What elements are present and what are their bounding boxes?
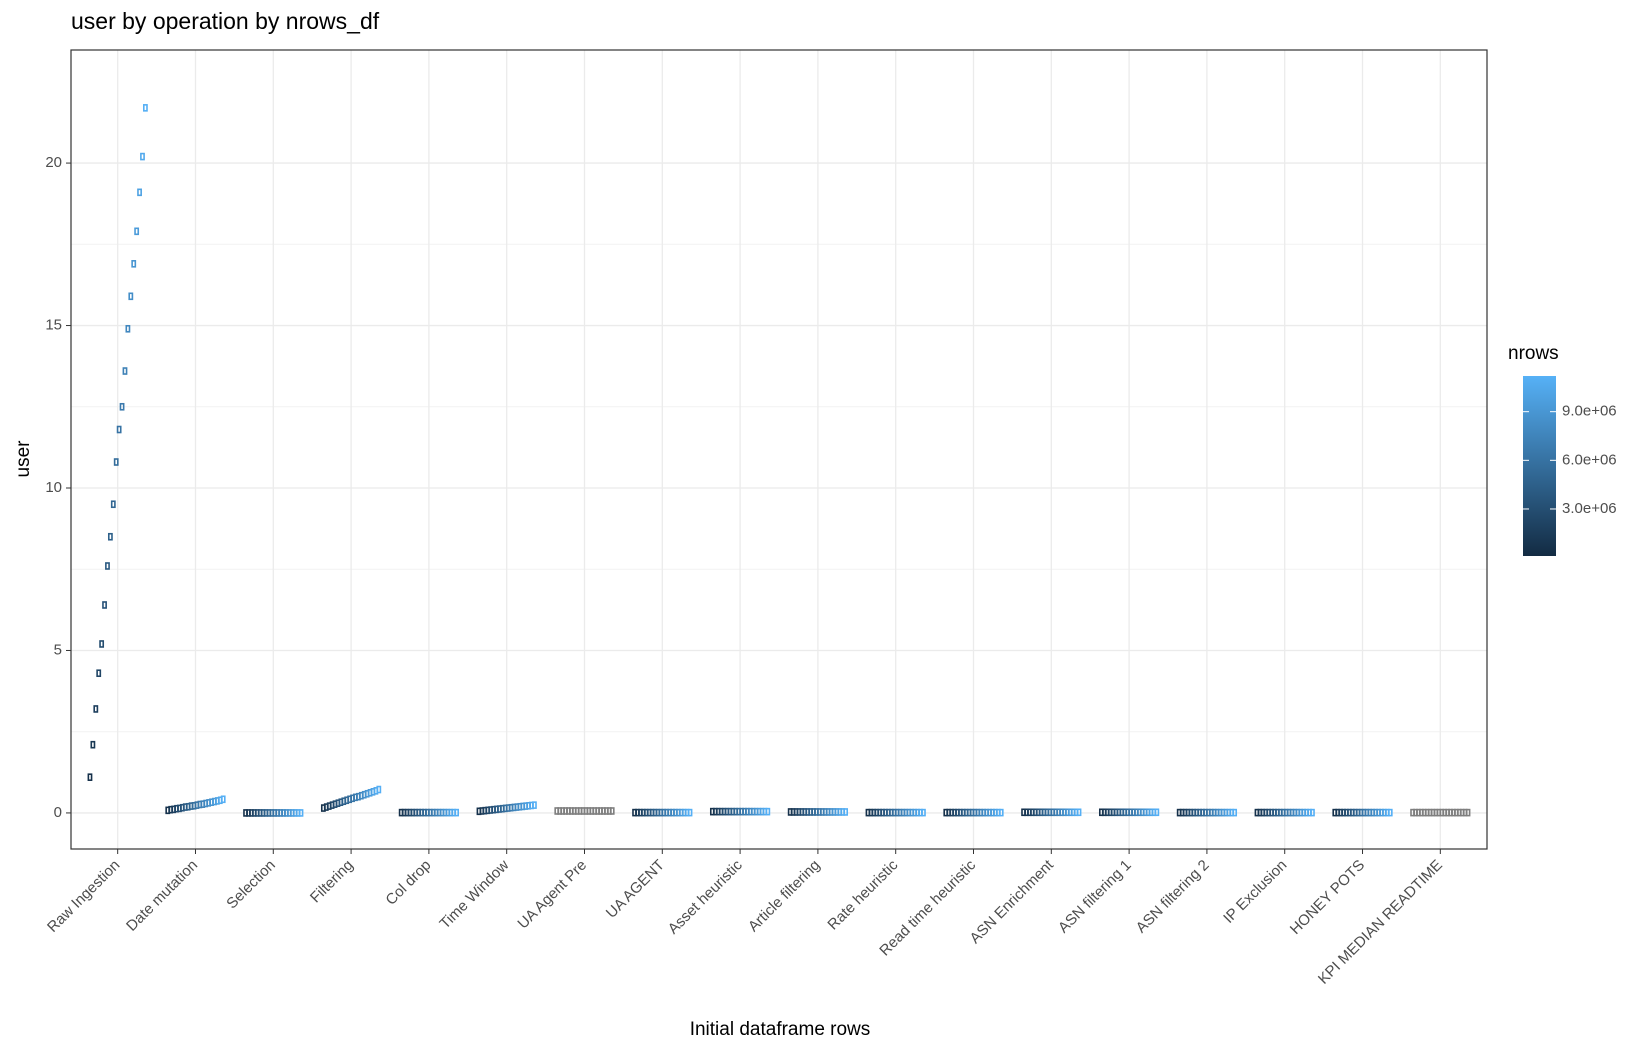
box	[105, 562, 110, 570]
box	[137, 188, 142, 197]
box	[1310, 808, 1315, 817]
colorbar-label: 3.0e+06	[1562, 500, 1617, 517]
box	[1076, 808, 1082, 817]
chart-title: user by operation by nrows_df	[71, 8, 380, 34]
box	[220, 795, 226, 804]
box	[532, 801, 537, 809]
box	[134, 227, 140, 236]
box	[122, 367, 128, 375]
box	[998, 808, 1004, 817]
box	[376, 785, 382, 794]
box	[687, 808, 693, 817]
y-tick-label: 10	[45, 479, 62, 496]
colorbar-label: 9.0e+06	[1562, 403, 1617, 420]
box	[99, 640, 105, 648]
box	[128, 292, 134, 301]
box	[142, 104, 148, 112]
y-tick-label: 5	[54, 641, 62, 658]
box	[116, 425, 122, 434]
x-axis-title: Initial dataframe rows	[690, 1019, 871, 1040]
box	[1232, 808, 1238, 817]
colorbar-label: 6.0e+06	[1562, 451, 1617, 468]
box	[102, 601, 107, 609]
box	[1387, 808, 1393, 817]
plot-panel	[71, 50, 1487, 849]
y-axis-title: user	[13, 440, 34, 478]
box	[1154, 808, 1160, 817]
box	[454, 808, 460, 817]
box	[87, 773, 93, 781]
y-tick-label: 0	[54, 804, 62, 821]
box	[113, 458, 119, 466]
box	[1465, 808, 1471, 817]
y-tick-label: 15	[45, 317, 62, 334]
box	[90, 740, 96, 749]
box	[125, 324, 131, 333]
box	[298, 809, 304, 817]
box	[140, 152, 145, 161]
colorbar	[1523, 376, 1556, 556]
legend-title: nrows	[1508, 343, 1559, 364]
box	[131, 260, 137, 268]
box	[921, 808, 926, 817]
box	[107, 532, 113, 541]
y-tick-label: 20	[45, 154, 62, 171]
box	[843, 808, 849, 816]
box	[110, 500, 116, 509]
box	[609, 807, 615, 815]
plot-border	[70, 49, 1488, 850]
box	[765, 807, 771, 816]
box	[119, 402, 125, 411]
box	[96, 669, 102, 678]
box	[93, 705, 99, 713]
